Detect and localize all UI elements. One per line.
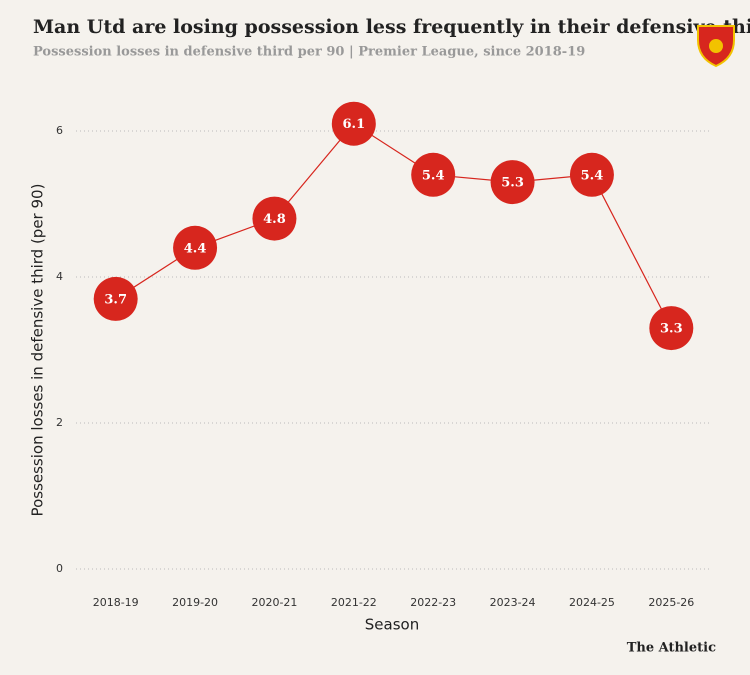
y-tick-label: 0: [56, 562, 63, 575]
x-tick-label: 2023-24: [490, 596, 536, 609]
data-label: 5.4: [581, 168, 604, 183]
data-label: 5.4: [422, 168, 445, 183]
data-point: [411, 152, 456, 197]
data-point: [93, 276, 138, 321]
x-tick-label: 2019-20: [172, 596, 218, 609]
data-point: [331, 101, 376, 146]
x-tick-label: 2024-25: [569, 596, 615, 609]
x-axis-title: Season: [365, 616, 419, 634]
data-label: 6.1: [343, 117, 366, 132]
y-tick-label: 4: [56, 270, 63, 283]
data-point: [569, 152, 614, 197]
source: The Athletic: [627, 641, 716, 656]
data-label: 4.8: [263, 212, 286, 227]
data-label: 5.3: [501, 176, 524, 191]
y-tick-label: 2: [56, 416, 63, 429]
y-axis-title: Possession losses in defensive third (pe…: [29, 184, 47, 517]
chart-subtitle: Possession losses in defensive third per…: [33, 45, 585, 60]
data-label: 4.4: [184, 241, 207, 256]
y-tick-label: 6: [56, 124, 63, 137]
data-point: [252, 196, 297, 241]
data-label: 3.7: [104, 292, 127, 307]
x-tick-label: 2025-26: [648, 596, 694, 609]
x-tick-label: 2020-21: [251, 596, 297, 609]
x-tick-label: 2021-22: [331, 596, 377, 609]
x-tick-label: 2018-19: [93, 596, 139, 609]
x-tick-label: 2022-23: [410, 596, 456, 609]
data-point: [490, 160, 535, 205]
data-point: [173, 225, 218, 270]
club-logo: [697, 25, 735, 68]
chart-title: Man Utd are losing possession less frequ…: [33, 16, 750, 38]
data-point: [649, 306, 694, 351]
data-label: 3.3: [660, 322, 683, 337]
